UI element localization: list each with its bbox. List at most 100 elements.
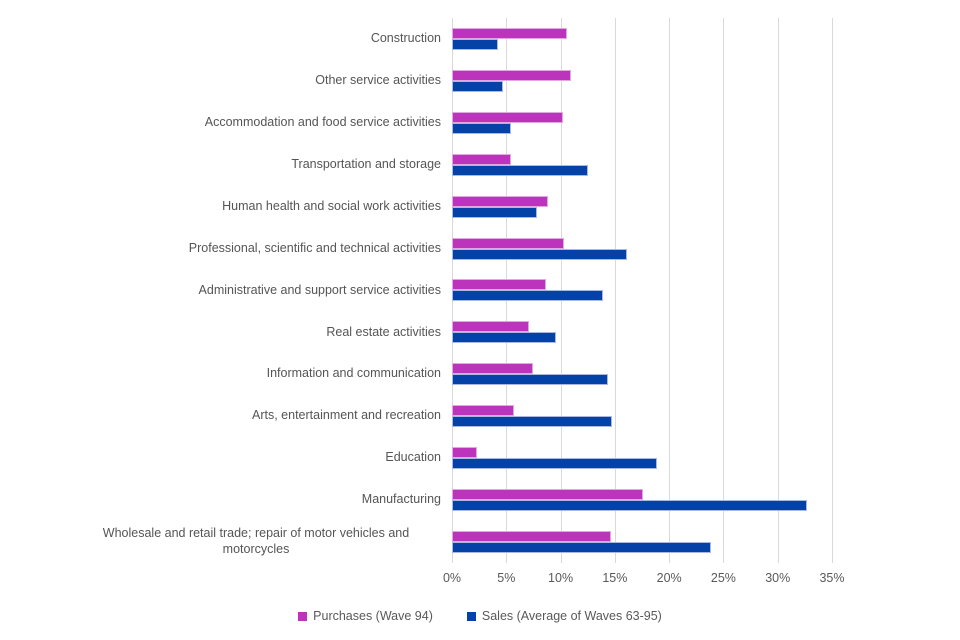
legend-label: Sales (Average of Waves 63-95) [481, 609, 662, 623]
category-label-text: Arts, entertainment and recreation [252, 408, 441, 423]
category-label: Professional, scientific and technical a… [0, 241, 452, 257]
category-label-text: Administrative and support service activ… [198, 282, 441, 297]
category-label-text: Manufacturing [361, 492, 441, 507]
x-tick-label: 35% [819, 571, 845, 585]
bar-group [452, 447, 832, 470]
category-row: Administrative and support service activ… [0, 270, 832, 312]
sales-bar [452, 500, 808, 512]
sales-bar [452, 332, 557, 344]
bar-group [452, 69, 832, 92]
bar-group [452, 195, 832, 218]
category-row: Other service activities [0, 60, 832, 102]
bar-group [452, 363, 832, 386]
purchases-bar [452, 153, 511, 165]
x-tick-label: 20% [656, 571, 682, 585]
sales-bar [452, 542, 712, 554]
sales-bar [452, 206, 537, 218]
gridline [777, 18, 779, 563]
gridline [614, 18, 616, 563]
x-tick-label: 0% [442, 571, 462, 585]
category-row: Education [0, 437, 832, 479]
category-row: Construction [0, 18, 832, 60]
x-tick-label: 15% [602, 571, 628, 585]
x-axis: 0% 5% 10% 15% 20% 25% 30% 35% [443, 571, 845, 587]
bar-group [452, 321, 832, 344]
category-label-text: Human health and social work activities [222, 198, 441, 213]
legend-label: Purchases (Wave 94) [313, 609, 433, 623]
sales-bar [452, 164, 588, 176]
category-label: Transportation and storage [0, 157, 452, 173]
bar-group [452, 489, 832, 512]
category-label: Construction [0, 31, 452, 47]
legend-swatch-icon [466, 611, 476, 621]
x-tick-label: 5% [497, 571, 516, 585]
bar-group [452, 405, 832, 428]
category-row: Accommodation and food service activitie… [0, 102, 832, 144]
purchases-bar [452, 279, 547, 291]
legend: Purchases (Wave 94) Sales (Average of Wav… [0, 609, 960, 623]
category-label-text: Wholesale and retail trade; repair of mo… [102, 526, 410, 557]
category-row: Information and communication [0, 353, 832, 395]
purchases-bar [452, 531, 611, 543]
category-label: Accommodation and food service activitie… [0, 115, 452, 131]
category-row: Wholesale and retail trade; repair of mo… [0, 521, 832, 563]
bar-group [452, 153, 832, 176]
category-label-text: Construction [370, 31, 441, 46]
bar-group [452, 237, 832, 260]
x-tick-label: 25% [710, 571, 736, 585]
category-label-text: Real estate activities [326, 324, 441, 339]
x-tick-label: 10% [548, 571, 574, 585]
purchases-bar [452, 111, 563, 123]
category-row: Human health and social work activities [0, 186, 832, 228]
category-label-text: Other service activities [315, 73, 441, 88]
legend-swatch-icon [298, 611, 308, 621]
sales-bar [452, 374, 609, 386]
purchases-bar [452, 363, 534, 375]
sales-bar [452, 416, 612, 428]
sales-bar [452, 248, 627, 260]
category-label-text: Transportation and storage [291, 156, 441, 171]
category-label: Manufacturing [0, 492, 452, 508]
sales-bar [452, 122, 511, 134]
gridline [832, 18, 833, 563]
gridline [723, 18, 725, 563]
category-label: Arts, entertainment and recreation [0, 408, 452, 424]
bar-group [452, 279, 832, 302]
category-label-text: Education [385, 450, 441, 465]
category-row: Manufacturing [0, 479, 832, 521]
category-label: Education [0, 450, 452, 466]
bar-group [452, 111, 832, 134]
category-label: Wholesale and retail trade; repair of mo… [0, 526, 452, 557]
legend-item-sales: Sales (Average of Waves 63-95) [466, 609, 662, 623]
purchases-bar [452, 405, 514, 417]
purchases-bar [452, 195, 548, 207]
purchases-bar [452, 321, 530, 333]
category-row: Arts, entertainment and recreation [0, 395, 832, 437]
sales-bar [452, 38, 498, 50]
category-row: Real estate activities [0, 311, 832, 353]
category-rows: Construction Other service activities Acco… [0, 18, 832, 563]
category-label: Other service activities [0, 73, 452, 89]
sales-bar [452, 290, 603, 302]
category-label-text: Professional, scientific and technical a… [188, 240, 441, 255]
category-label: Information and communication [0, 366, 452, 382]
sales-bar [452, 80, 504, 92]
x-tick-label: 30% [765, 571, 791, 585]
purchases-bar [452, 69, 572, 81]
category-row: Professional, scientific and technical a… [0, 228, 832, 270]
purchases-bar [452, 237, 564, 249]
category-label: Administrative and support service activ… [0, 283, 452, 299]
purchases-bar [452, 447, 477, 459]
legend-item-purchases: Purchases (Wave 94) [298, 609, 433, 623]
category-label: Human health and social work activities [0, 199, 452, 215]
bar-group [452, 531, 832, 554]
purchases-bar [452, 27, 568, 39]
category-label: Real estate activities [0, 325, 452, 341]
purchases-bar [452, 489, 644, 501]
category-row: Transportation and storage [0, 144, 832, 186]
bar-group [452, 27, 832, 50]
category-label-text: Accommodation and food service activitie… [204, 114, 441, 129]
category-label-text: Information and communication [266, 366, 441, 381]
gridline [669, 18, 671, 563]
